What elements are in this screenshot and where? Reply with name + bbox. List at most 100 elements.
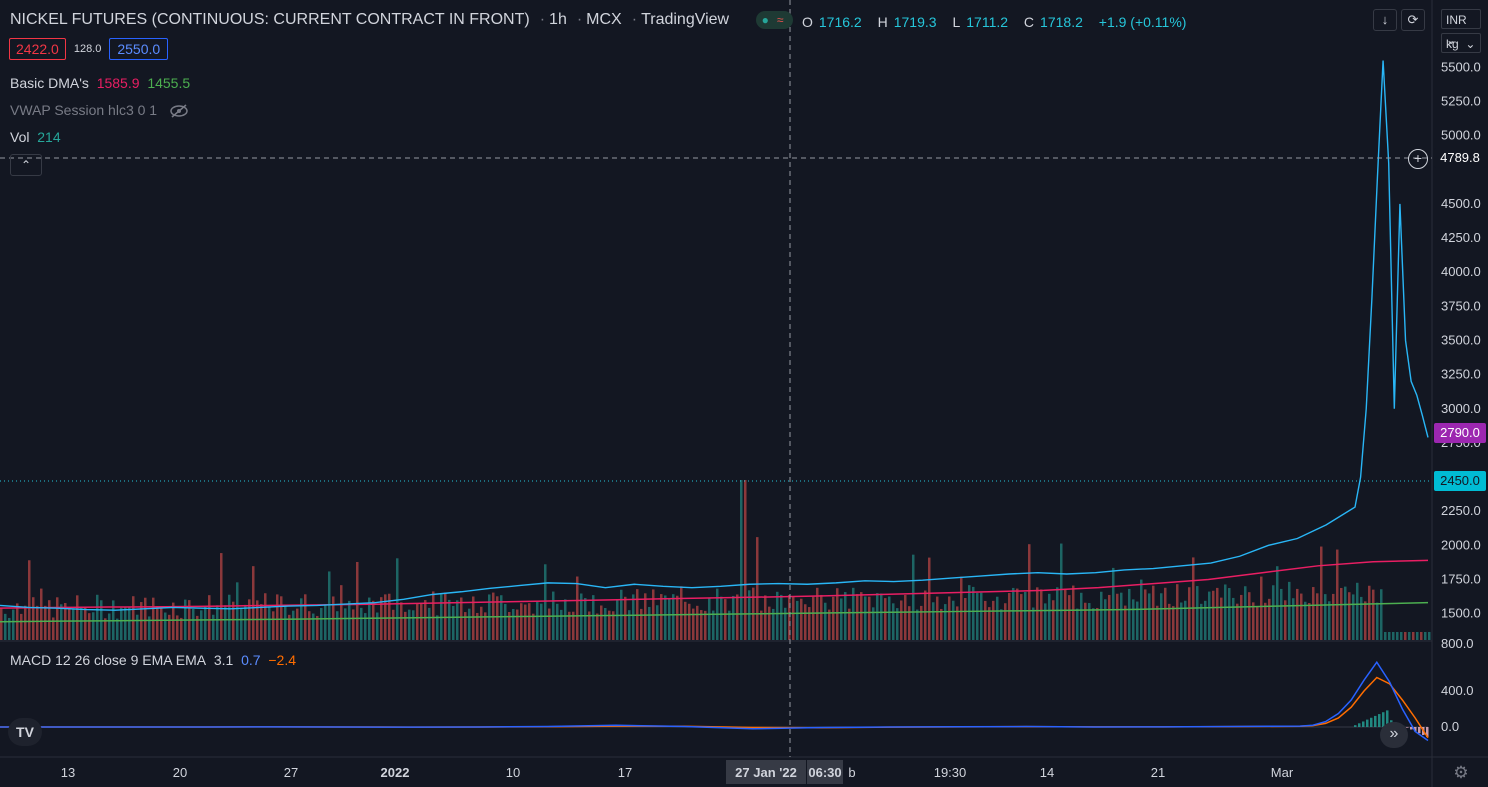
volume-bar (284, 606, 287, 640)
eye-off-icon[interactable] (169, 102, 189, 118)
volume-bar (644, 593, 647, 640)
volume-bar (1364, 601, 1367, 640)
volume-bar (392, 609, 395, 640)
interval[interactable]: 1h (549, 11, 567, 29)
volume-bar (556, 603, 559, 640)
macd-histogram-bar (1410, 727, 1413, 730)
plus-circle-icon[interactable]: + (1408, 149, 1428, 169)
market-status-badge[interactable]: ● ≈ (755, 11, 794, 29)
volume-bar (1056, 587, 1059, 640)
tradingview-logo-icon[interactable]: TV (8, 718, 42, 746)
time-axis-label: 27 (284, 765, 298, 780)
indicator-volume[interactable]: Vol 214 (10, 129, 61, 145)
volume-bar (720, 596, 723, 640)
volume-bar (1348, 592, 1351, 640)
volume-bar (608, 610, 611, 640)
volume-bar (448, 599, 451, 640)
price-axis-label: 2250.0 (1441, 503, 1481, 518)
volume-bar (1160, 593, 1163, 640)
volume-bar (548, 608, 551, 640)
volume-bar (1004, 603, 1007, 640)
refresh-icon[interactable]: ⟳ (1401, 9, 1425, 31)
volume-bar (1192, 557, 1195, 640)
volume-bar (952, 600, 955, 640)
macd-histogram-bar (1386, 710, 1389, 727)
volume-bar (864, 596, 867, 640)
volume-bar (1340, 587, 1343, 640)
time-axis-label: 2022 (381, 765, 410, 780)
volume-bar (204, 606, 207, 640)
volume-bar (520, 603, 523, 640)
volume-bar (1204, 600, 1207, 640)
volume-bar (900, 600, 903, 640)
volume-bar (828, 609, 831, 640)
currency-select[interactable]: INR ⌄ (1441, 9, 1481, 47)
volume-bar (1304, 601, 1307, 640)
volume-bar (1028, 544, 1031, 640)
volume-bar (768, 606, 771, 640)
unit-select[interactable]: kg ⌄ (1441, 33, 1481, 53)
volume-bar (44, 605, 47, 640)
price-axis-label: 1500.0 (1441, 606, 1481, 621)
volume-bar (500, 595, 503, 640)
volume-bar (1064, 588, 1067, 640)
volume-bar (600, 605, 603, 640)
last-price-tag (1434, 423, 1486, 443)
volume-bar (124, 607, 127, 640)
quote-boxes: 2422.0 128.0 2550.0 (9, 38, 169, 60)
volume-bar (788, 595, 791, 640)
volume-bar (1424, 632, 1427, 640)
volume-bar (1360, 596, 1363, 640)
download-icon[interactable]: ↓ (1373, 9, 1397, 31)
volume-bar (544, 564, 547, 640)
volume-bar (424, 600, 427, 640)
volume-bar (632, 594, 635, 640)
volume-bar (88, 613, 91, 640)
volume-bar (756, 537, 759, 640)
volume-bar (460, 597, 463, 640)
indicator-macd[interactable]: MACD 12 26 close 9 EMA EMA 3.1 0.7 −2.4 (10, 652, 296, 668)
volume-bar (1412, 632, 1415, 640)
volume-bar (832, 596, 835, 640)
volume-bar (504, 603, 507, 640)
volume-bar (1336, 549, 1339, 640)
time-axis-label: 14 (1040, 765, 1054, 780)
gear-icon[interactable]: ⚙ (1453, 763, 1469, 782)
volume-bar (8, 617, 11, 640)
volume-bar (848, 608, 851, 640)
volume-bar (868, 596, 871, 640)
volume-bar (1264, 602, 1267, 640)
volume-bar (168, 614, 171, 640)
sell-button[interactable]: 2422.0 (9, 38, 66, 60)
double-chevron-right-icon[interactable]: » (1380, 722, 1408, 748)
volume-bar (888, 596, 891, 640)
volume-bar (964, 597, 967, 640)
volume-bar (76, 595, 79, 640)
volume-bar (812, 596, 815, 640)
volume-bar (412, 610, 415, 640)
price-axis-label: 4250.0 (1441, 230, 1481, 245)
volume-bar (196, 615, 199, 640)
indicator-vwap[interactable]: VWAP Session hlc3 0 1 (10, 102, 189, 119)
volume-bar (472, 596, 475, 640)
chevron-up-icon[interactable]: ⌃ (10, 154, 42, 176)
volume-bar (704, 610, 707, 640)
price-axis-label: 5250.0 (1441, 93, 1481, 108)
volume-bar (256, 600, 259, 640)
volume-bar (1212, 590, 1215, 640)
price-change: +1.9 (+0.11%) (1098, 14, 1187, 30)
volume-bar (804, 604, 807, 640)
volume-bar (1400, 632, 1403, 640)
volume-bar (1380, 589, 1383, 640)
indicator-dma[interactable]: Basic DMA's 1585.9 1455.5 (10, 75, 191, 91)
macd-axis-label: 0.0 (1441, 719, 1459, 734)
volume-bar (96, 594, 99, 640)
volume-bar (404, 611, 407, 640)
volume-bar (444, 592, 447, 640)
volume-bar (1388, 632, 1391, 640)
symbol-name[interactable]: NICKEL FUTURES (CONTINUOUS: CURRENT CONT… (10, 11, 530, 29)
volume-bar (1376, 602, 1379, 640)
price-axis-label: 3750.0 (1441, 298, 1481, 313)
buy-button[interactable]: 2550.0 (109, 38, 169, 60)
